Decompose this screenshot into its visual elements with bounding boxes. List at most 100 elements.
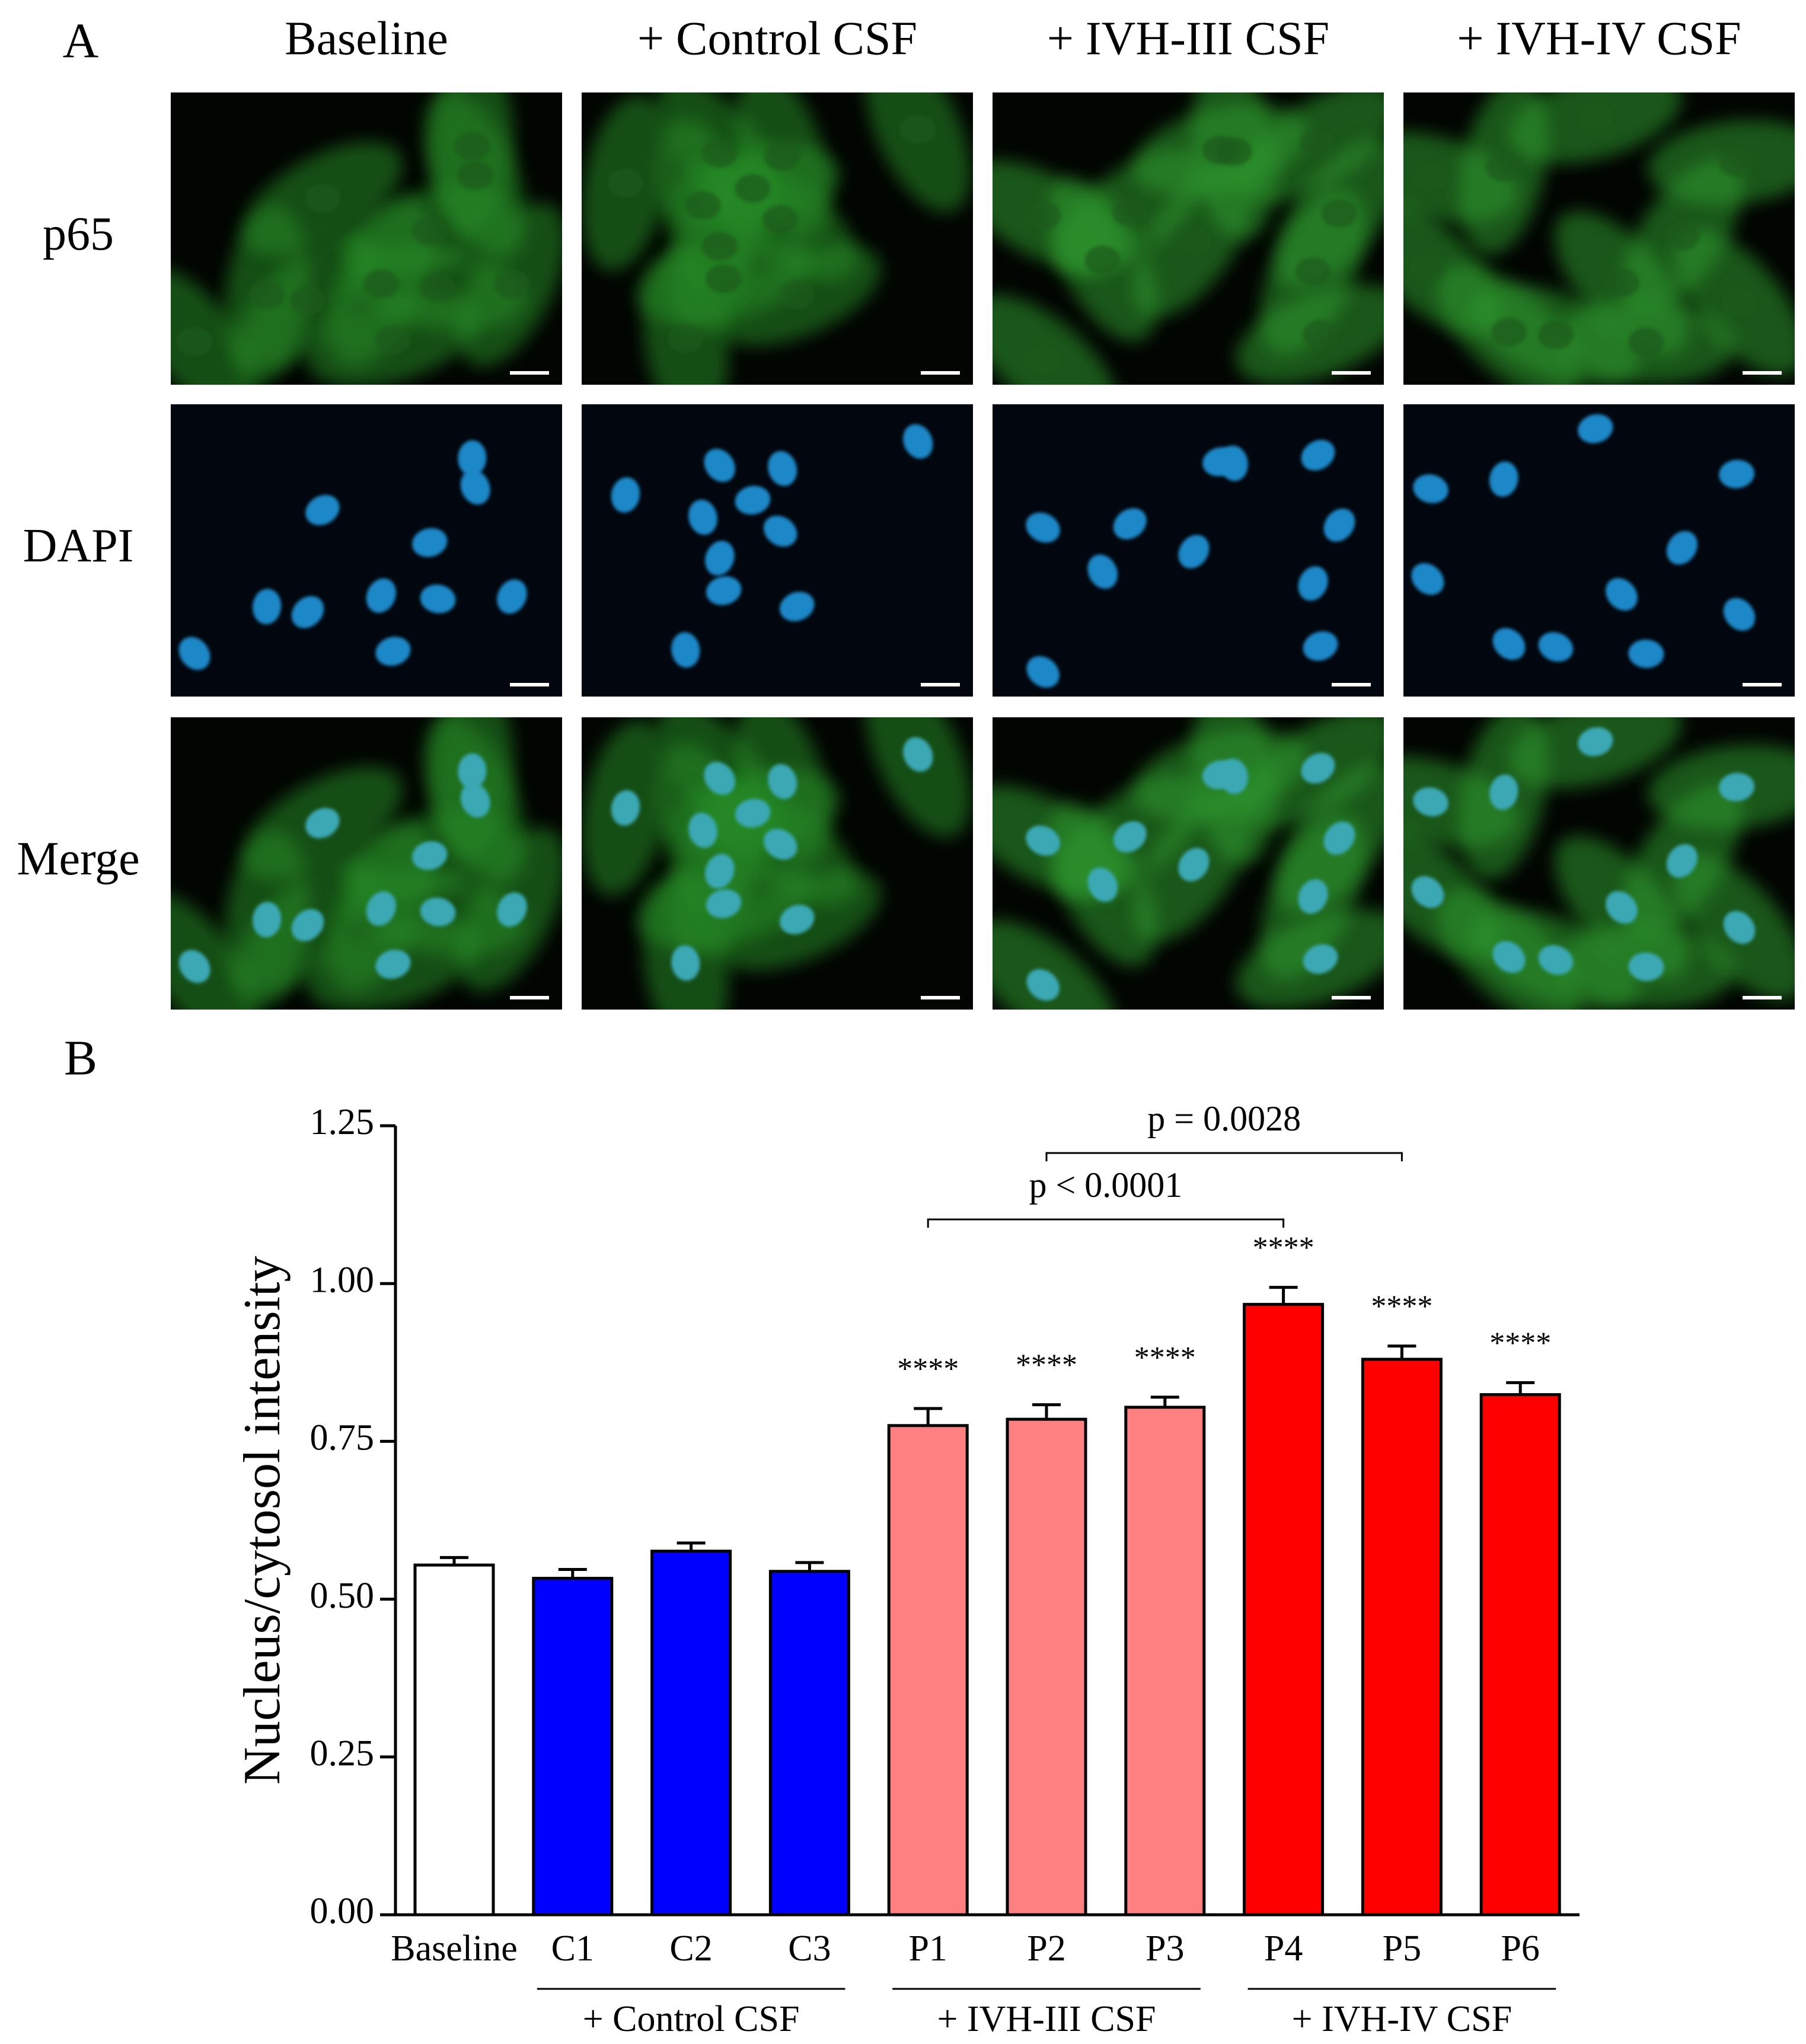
x-tick-label: C3 <box>788 1928 831 1969</box>
y-tick-label: 0.25 <box>310 1733 375 1774</box>
nucleus <box>611 790 640 826</box>
nucleus <box>1492 941 1526 973</box>
nucleus <box>671 632 700 668</box>
nucleus <box>1300 129 1336 158</box>
nucleus <box>366 891 396 926</box>
nucleus <box>304 184 340 213</box>
nucleus <box>1489 461 1518 497</box>
nucleus <box>1719 148 1755 177</box>
nucleus <box>1178 848 1210 882</box>
nucleus <box>903 737 933 772</box>
nucleus <box>1411 876 1444 908</box>
bar <box>1006 1417 1087 1917</box>
nucleus <box>1113 821 1147 852</box>
nucleus <box>458 753 487 789</box>
column-header: Baseline <box>285 12 448 65</box>
nucleus <box>1719 459 1754 488</box>
cells <box>1403 92 1795 385</box>
nucleus <box>1603 268 1639 297</box>
nucleus <box>411 528 448 557</box>
x-tick-label: P2 <box>1027 1928 1065 1969</box>
nucleus <box>735 486 771 515</box>
y-tick-label: 0.75 <box>310 1418 375 1458</box>
nucleus <box>420 273 456 302</box>
nucleus <box>291 909 324 941</box>
micrograph <box>171 404 562 697</box>
x-tick-label: Baseline <box>391 1928 518 1969</box>
significance-label: **** <box>897 1352 959 1386</box>
nucleus <box>701 232 738 261</box>
nucleus <box>705 541 735 576</box>
nucleus <box>178 637 210 670</box>
bar <box>887 1424 969 1917</box>
nucleus <box>1321 199 1357 228</box>
nucleus <box>291 596 324 628</box>
group-label: + Control CSF <box>583 1999 800 2039</box>
x-tick-label: P1 <box>908 1928 947 1969</box>
nucleus <box>375 637 411 666</box>
nucleus <box>375 325 411 354</box>
nucleus <box>706 889 742 918</box>
cells <box>582 92 971 385</box>
micrograph <box>582 404 973 697</box>
nucleus <box>290 286 326 315</box>
nucleus <box>701 139 738 168</box>
nucleus <box>1413 162 1449 191</box>
nucleus <box>1628 952 1664 981</box>
nucleus <box>249 280 285 309</box>
row-label: p65 <box>43 208 114 260</box>
nucleus <box>1666 844 1697 878</box>
micrograph <box>1403 92 1795 385</box>
y-tick-label: 0.50 <box>310 1576 375 1616</box>
nucleus <box>375 950 411 979</box>
micrograph <box>171 92 562 385</box>
bar <box>1243 1302 1325 1917</box>
nucleus <box>1298 566 1328 601</box>
nucleus <box>1628 639 1664 668</box>
nucleus <box>611 477 640 513</box>
nucleus <box>704 448 735 483</box>
nucleus <box>671 945 700 981</box>
bar <box>650 1550 732 1917</box>
nucleus <box>420 585 456 614</box>
nucleus <box>420 898 456 927</box>
nucleus <box>768 764 797 799</box>
nucleus <box>253 589 282 625</box>
nucleus <box>494 270 530 299</box>
nucleus <box>305 494 340 526</box>
nucleus <box>1298 879 1328 914</box>
nucleus <box>685 191 721 220</box>
nucleus <box>1025 202 1061 231</box>
significance-label: **** <box>1371 1290 1432 1324</box>
bar <box>532 1576 614 1917</box>
column-header: + IVH-III CSF <box>1047 12 1329 65</box>
image-background <box>171 404 562 697</box>
row-label: DAPI <box>23 520 134 572</box>
x-tick-label: P3 <box>1145 1928 1184 1969</box>
nucleus <box>764 142 800 171</box>
nucleus <box>1409 253 1446 282</box>
nucleus <box>1664 222 1700 251</box>
cells <box>1026 439 1355 688</box>
significance-label: **** <box>1016 1349 1077 1382</box>
comparison-bracket <box>1045 1152 1403 1161</box>
nucleus <box>457 161 493 190</box>
nucleus <box>1491 318 1527 347</box>
nucleus <box>1323 508 1355 542</box>
nucleus <box>704 761 735 796</box>
x-tick-label: C1 <box>551 1928 594 1969</box>
nucleus <box>1026 656 1060 688</box>
nucleus <box>454 132 490 161</box>
significance-label: **** <box>1253 1231 1314 1265</box>
x-tick-label: P6 <box>1501 1928 1539 1969</box>
nucleus <box>1301 752 1335 784</box>
nucleus <box>1721 288 1757 317</box>
nucleus <box>1113 508 1147 539</box>
panel-label: B <box>64 1030 97 1085</box>
cells <box>171 717 562 1010</box>
nucleus <box>1202 447 1238 477</box>
micrograph <box>1403 717 1795 1010</box>
nucleus <box>1628 327 1664 356</box>
nucleus <box>1538 632 1574 662</box>
nucleus <box>1301 439 1335 471</box>
